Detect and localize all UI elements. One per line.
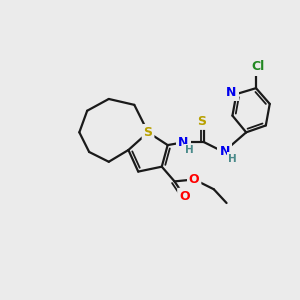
Text: N: N [226,85,237,99]
Text: H: H [185,145,194,155]
Text: N: N [178,136,189,148]
Text: O: O [189,173,200,186]
Text: O: O [179,190,190,202]
Text: N: N [219,146,230,158]
Text: Cl: Cl [251,60,265,73]
Text: H: H [228,154,237,164]
Text: S: S [197,115,206,128]
Text: S: S [143,126,152,139]
